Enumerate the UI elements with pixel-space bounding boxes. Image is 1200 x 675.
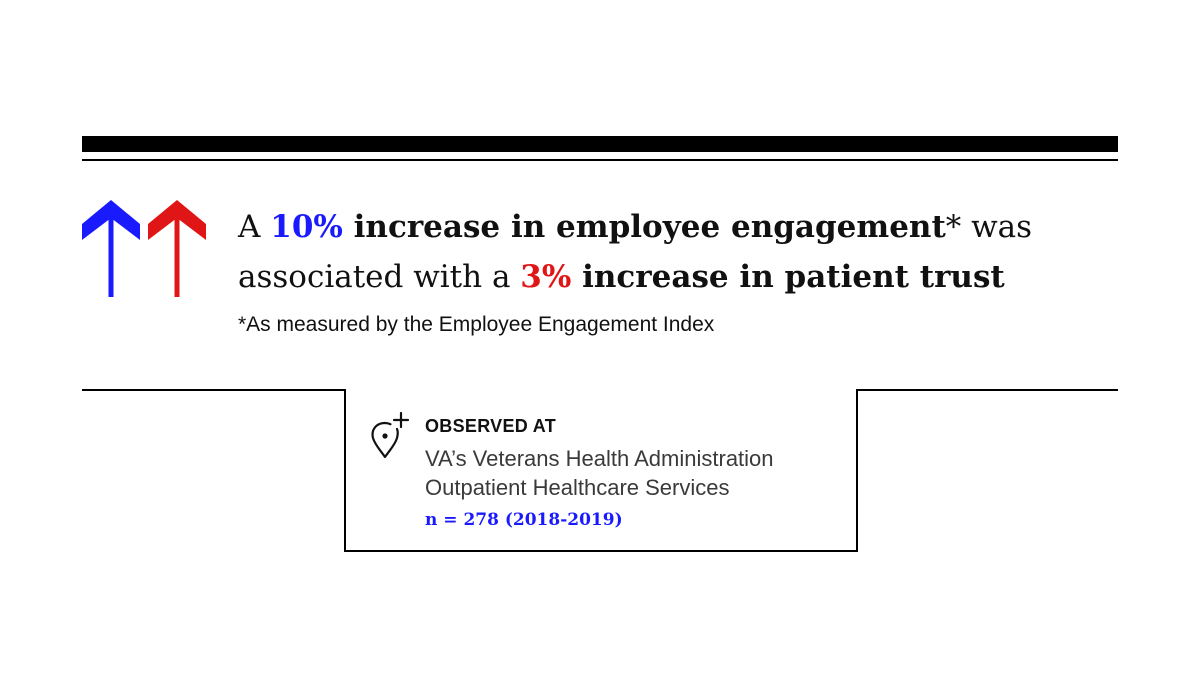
arrows-graphic — [82, 200, 206, 297]
headline-bold-1: increase in employee engagement — [342, 209, 946, 245]
red-arrow-up-icon — [148, 200, 206, 297]
top-thin-rule — [82, 159, 1118, 161]
headline-line-2: associated with a 3% increase in patient… — [238, 252, 1138, 302]
observed-location-line-1: VA’s Veterans Health Administration — [425, 446, 774, 471]
observed-at-box: OBSERVED AT VA’s Veterans Health Adminis… — [344, 389, 858, 552]
trust-percentage: 3% — [520, 259, 572, 295]
blue-arrow-up-icon — [82, 200, 140, 297]
top-thick-rule — [82, 136, 1118, 152]
sample-size: n = 278 (2018-2019) — [425, 510, 623, 530]
headline-line-1: A 10% increase in employee engagement* w… — [238, 202, 1138, 252]
headline-bold-2: increase in patient trust — [571, 259, 1005, 295]
headline-prefix-1: A — [238, 209, 271, 245]
observed-location-line-2: Outpatient Healthcare Services — [425, 475, 730, 500]
engagement-percentage: 10% — [270, 209, 343, 245]
footnote: *As measured by the Employee Engagement … — [238, 313, 715, 336]
location-pin-plus-icon — [371, 411, 410, 459]
headline: A 10% increase in employee engagement* w… — [238, 202, 1138, 302]
headline-prefix-2: associated with a — [238, 259, 521, 295]
observed-at-label: OBSERVED AT — [425, 416, 556, 436]
headline-suffix-1: * was — [945, 209, 1033, 245]
